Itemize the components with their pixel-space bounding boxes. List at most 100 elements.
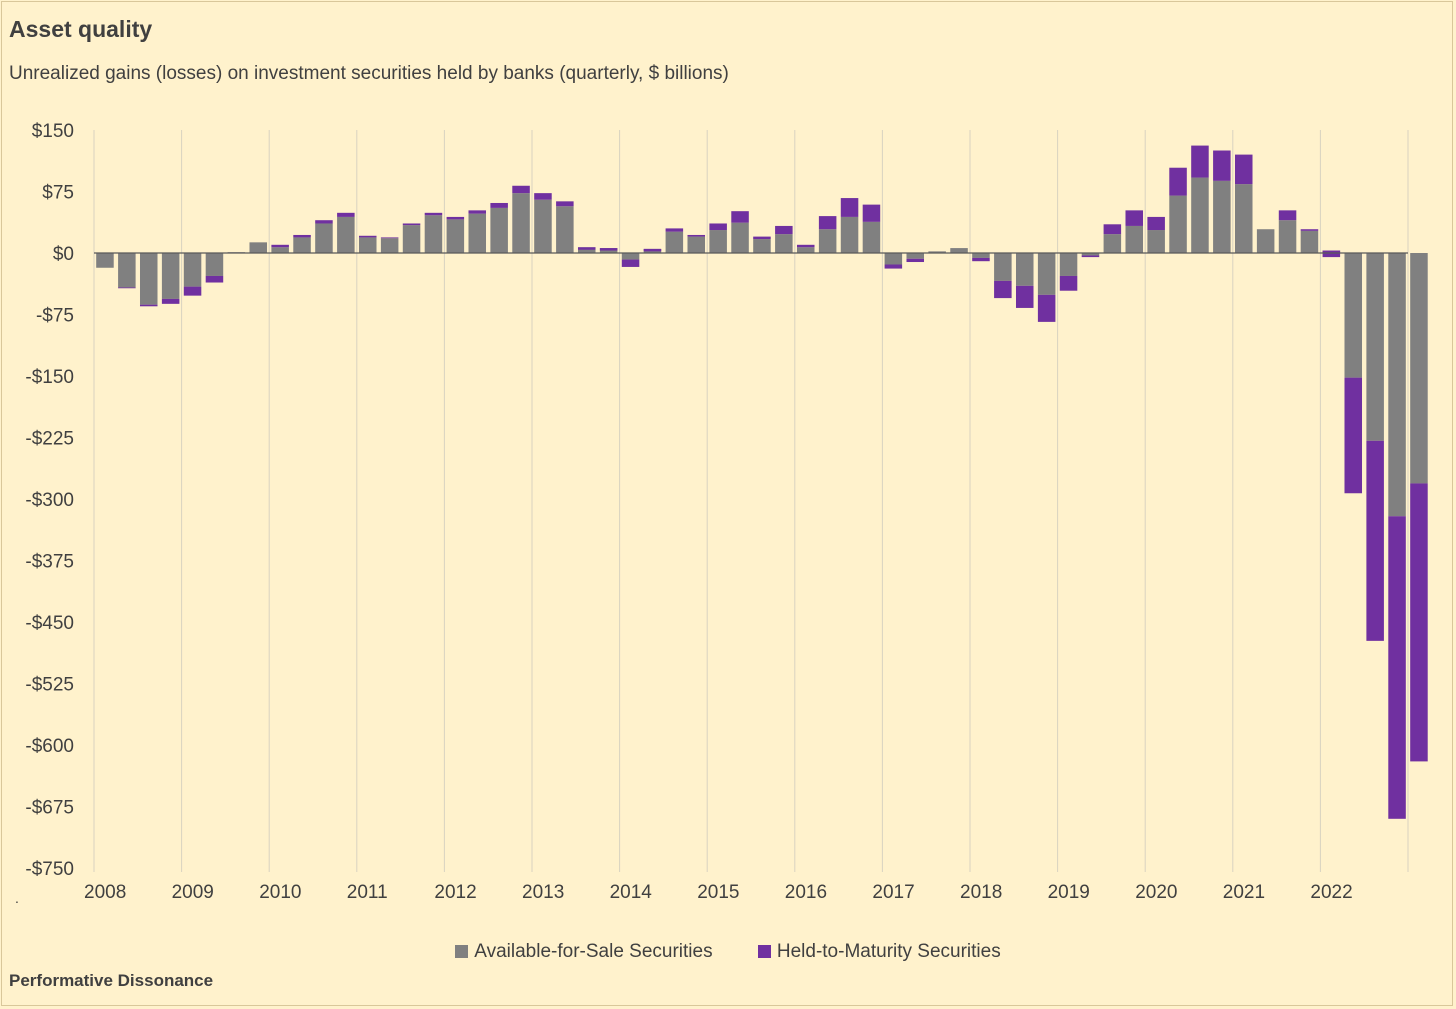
bar-afs [534,199,552,253]
x-year-label: 2015 [697,882,739,903]
bar-afs [796,247,815,253]
bar-afs [687,236,706,253]
bar-afs [1081,253,1100,256]
bar-htm [205,275,224,283]
bar-afs [512,193,530,253]
legend-item-afs: Available-for-Sale Securities [455,941,713,963]
legend-swatch-htm [757,945,771,958]
bar-afs [293,237,311,253]
bar-afs [337,216,355,253]
bar-htm [884,264,903,269]
bar-afs [380,238,399,253]
y-tick-label: -$675 [25,798,74,819]
bar-htm [643,248,662,252]
x-year-label: 2018 [960,882,1002,903]
bar-htm [687,234,706,237]
y-tick-label: -$225 [25,429,74,450]
bar-htm [972,257,990,262]
bar-htm [1213,150,1231,181]
y-tick-label: $150 [32,121,74,142]
bar-afs [731,222,749,253]
bar-htm [534,193,552,200]
bar-afs [928,251,946,253]
y-tick-label: -$300 [25,490,74,511]
bar-afs [468,213,487,253]
bar-htm [1322,250,1341,258]
bar-htm [315,220,333,224]
bar-afs [950,248,968,253]
y-tick-label: -$375 [25,552,74,573]
bar-htm [753,236,771,240]
bar-afs [1234,184,1253,253]
bar-htm [424,212,443,216]
bar-htm [796,244,815,248]
stray-dot: . [15,890,19,906]
x-year-label: 2017 [872,882,914,903]
bar-htm [139,304,158,307]
bar-htm [665,228,684,232]
bar-afs [161,253,180,299]
x-year-label: 2022 [1310,882,1352,903]
bar-afs [402,225,421,253]
bar-htm [1191,145,1209,178]
bar-afs [490,207,508,253]
bar-afs [775,234,793,253]
y-tick-label: -$450 [25,613,74,634]
bar-htm [1388,516,1406,819]
bar-htm [906,258,925,263]
y-tick-label: -$525 [25,675,74,696]
bar-htm [1344,377,1363,494]
bar-afs [1213,180,1231,253]
bar-afs [577,247,596,253]
bar-afs [1388,253,1406,517]
bar-afs [96,253,114,268]
bar-htm [556,201,574,207]
y-tick-label: -$600 [25,736,74,757]
bar-afs [972,253,990,258]
chart-subtitle: Unrealized gains (losses) on investment … [9,63,729,84]
bar-afs [1059,253,1078,276]
x-year-label: 2013 [522,882,564,903]
bar-htm [380,237,399,239]
bar-htm [1015,285,1034,308]
bar-afs [1103,234,1122,253]
x-year-label: 2020 [1135,882,1177,903]
bar-htm [621,259,640,267]
chart-title: Asset quality [9,16,153,42]
bar-afs [1191,177,1209,253]
x-year-label: 2016 [785,882,827,903]
bar-htm [468,210,487,214]
bar-afs [1169,195,1187,253]
bar-htm [1278,210,1297,221]
x-year-label: 2014 [610,882,653,903]
bar-htm [183,286,202,296]
x-year-label: 2019 [1048,882,1090,903]
legend-label-htm: Held-to-Maturity Securities [776,941,1001,962]
bar-afs [709,230,727,253]
bar-afs [205,253,224,276]
bar-afs [139,253,158,305]
bar-chart-plot: $150 $75 $0 -$75 -$150 -$225 -$300 -$375 -$450 -$… [25,121,1428,903]
x-year-label: 2021 [1223,882,1265,903]
bar-htm [1103,224,1122,235]
x-year-label: 2009 [172,882,214,903]
bar-afs [818,229,837,253]
bar-htm [731,211,749,223]
bar-afs [315,223,333,253]
bar-htm [161,298,180,304]
bar-htm [1234,154,1253,185]
bar-htm [358,235,377,238]
bar-afs [446,219,465,253]
bar-afs [424,215,443,253]
source-credit: Performative Dissonance [9,971,214,990]
bar-htm [118,287,136,289]
bar-afs [358,237,377,253]
bar-afs [884,253,903,265]
bar-afs [249,242,268,253]
bar-afs [840,216,859,253]
y-tick-label: $75 [42,183,74,204]
bar-afs [1366,253,1384,441]
bar-htm [709,223,727,231]
bar-afs [118,253,136,288]
bar-afs [1125,225,1144,253]
